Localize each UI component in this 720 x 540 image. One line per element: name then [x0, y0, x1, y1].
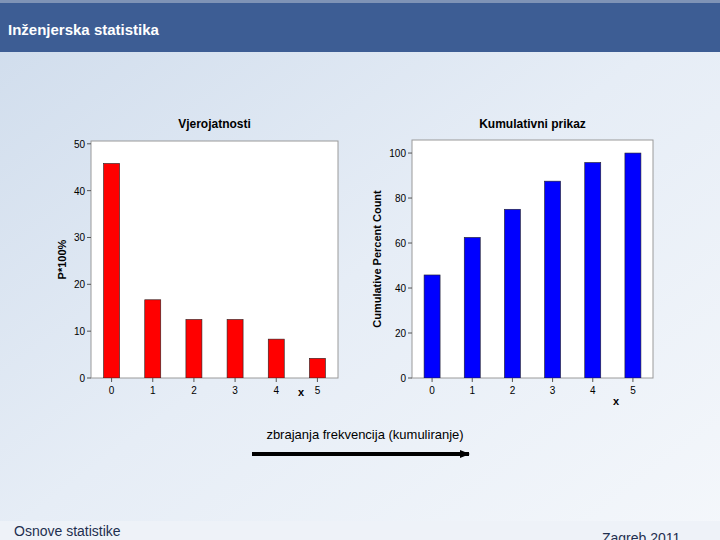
- x-tick: [276, 378, 277, 382]
- bar: [268, 339, 284, 378]
- x-tick-label: 1: [469, 385, 475, 396]
- header-bar: [0, 0, 720, 52]
- background: [0, 0, 720, 540]
- x-tick: [552, 378, 553, 382]
- y-tick-label: 50: [74, 139, 86, 150]
- x-tick: [512, 378, 513, 382]
- footer-left: Osnove statistike: [14, 523, 121, 539]
- x-tick: [317, 378, 318, 382]
- x-tick: [432, 378, 433, 382]
- chart: 0 10 20 30 40 50 0 1 2 3 4 5 Vjerojatnosti P*100% x: [56, 117, 338, 398]
- x-tick-label: 5: [630, 385, 636, 396]
- y-tick: [408, 198, 412, 199]
- bar: [504, 209, 520, 378]
- y-tick: [408, 243, 412, 244]
- bar: [625, 153, 641, 378]
- x-tick: [632, 378, 633, 382]
- x-tick-label: 4: [590, 385, 596, 396]
- y-tick: [87, 237, 91, 238]
- x-tick: [111, 378, 112, 382]
- y-axis-label: Cumulative Percent Count: [371, 190, 383, 328]
- x-tick-label: 1: [150, 385, 156, 396]
- x-axis-label: x: [298, 386, 305, 398]
- x-tick-label: 2: [191, 385, 197, 396]
- y-tick: [87, 143, 91, 144]
- slide: Inženjerska statistika Osnove statistike Z…: [0, 0, 720, 540]
- x-tick-label: 0: [429, 385, 435, 396]
- bar: [585, 162, 601, 378]
- y-tick-label: 40: [395, 283, 407, 294]
- bar: [227, 319, 243, 378]
- y-tick-label: 0: [79, 373, 85, 384]
- x-tick-label: 2: [510, 385, 516, 396]
- x-tick-label: 4: [273, 385, 279, 396]
- y-axis-label: P*100%: [56, 239, 68, 279]
- bars: [104, 163, 326, 378]
- y-tick: [408, 153, 412, 154]
- bar: [104, 163, 120, 378]
- y-tick-label: 100: [389, 148, 406, 159]
- y-tick-label: 0: [400, 373, 406, 384]
- bar: [186, 319, 202, 378]
- bar: [424, 275, 440, 378]
- y-tick: [408, 333, 412, 334]
- plot-frame: [412, 140, 653, 378]
- x-axis-label: x: [613, 395, 620, 407]
- y-tick: [87, 284, 91, 285]
- bars: [424, 153, 641, 378]
- bar: [145, 300, 161, 378]
- y-tick-label: 60: [395, 238, 407, 249]
- y-tick-label: 30: [74, 232, 86, 243]
- bar: [464, 237, 480, 378]
- chart-title: Kumulativni prikaz: [479, 117, 586, 131]
- bar: [545, 181, 561, 378]
- y-tick: [408, 288, 412, 289]
- footer-right: Zagreb 2011.: [602, 530, 684, 540]
- y-tick: [87, 331, 91, 332]
- y-tick-label: 10: [74, 326, 86, 337]
- y-tick: [87, 190, 91, 191]
- x-tick: [472, 378, 473, 382]
- bar: [309, 358, 325, 378]
- plot-frame: [91, 141, 338, 378]
- chart-title: Vjerojatnosti: [178, 117, 251, 131]
- x-tick: [193, 378, 194, 382]
- x-tick: [152, 378, 153, 382]
- x-tick: [235, 378, 236, 382]
- y-tick: [87, 378, 91, 379]
- arrow: [252, 452, 469, 456]
- y-tick-label: 20: [74, 279, 86, 290]
- y-tick: [408, 378, 412, 379]
- x-tick: [592, 378, 593, 382]
- caption: zbrajanja frekvencija (kumuliranje): [266, 427, 463, 442]
- x-tick-label: 5: [315, 385, 321, 396]
- header: Inženjerska statistika: [8, 21, 160, 38]
- header-line: [0, 0, 720, 3]
- chart: 0 20 40 60 80 100 0 1 2 3 4 5 Kumulativni prikaz Cumu…: [371, 117, 653, 407]
- y-tick-label: 80: [395, 193, 407, 204]
- x-tick-label: 0: [109, 385, 115, 396]
- y-tick-label: 40: [74, 186, 86, 197]
- x-tick-label: 3: [232, 385, 238, 396]
- y-tick-label: 20: [395, 328, 407, 339]
- x-tick-label: 3: [550, 385, 556, 396]
